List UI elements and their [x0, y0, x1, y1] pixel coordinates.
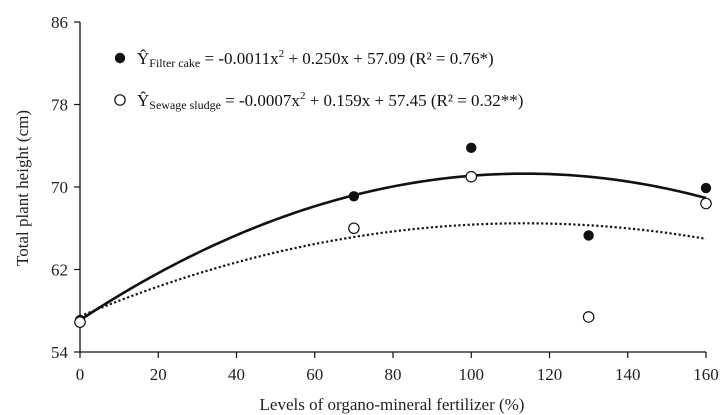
x-tick-label: 80	[385, 365, 402, 384]
point-filter-cake	[700, 182, 712, 194]
point-sewage-sludge	[74, 316, 86, 328]
legend-sup-sewage-sludge: 2	[300, 90, 306, 102]
x-tick-label: 60	[306, 365, 323, 384]
legend-label-sewage-sludge: ŶSewage sludge = -0.0007x2 + 0.159x + 57…	[137, 90, 523, 112]
legend-eq-pre-filter-cake: = -0.0011x	[200, 49, 279, 68]
legend-marker-sewage-sludge	[114, 94, 126, 106]
fit-curves	[79, 172, 707, 322]
legend-sup-filter-cake: 2	[279, 48, 285, 60]
x-tick-label: 100	[459, 365, 485, 384]
y-tick-label: 78	[51, 96, 68, 115]
chart-axes: 0 20 40 60 80 100 120 140 160 54 62 70 78 86	[51, 13, 719, 384]
point-filter-cake	[583, 230, 594, 241]
legend-sub-filter-cake: Filter cake	[149, 56, 200, 70]
x-tick-label: 40	[228, 365, 245, 384]
x-tick-label: 140	[615, 365, 641, 384]
legend: ŶFilter cake = -0.0011x2 + 0.250x + 57.0…	[114, 48, 523, 112]
y-tick-label: 70	[51, 178, 68, 197]
legend-entry-sewage-sludge: ŶSewage sludge = -0.0007x2 + 0.159x + 57…	[114, 90, 523, 112]
legend-marker-filter-cake	[114, 52, 126, 64]
fit-curve-sewage-sludge	[79, 222, 707, 318]
legend-entry-filter-cake: ŶFilter cake = -0.0011x2 + 0.250x + 57.0…	[114, 48, 494, 70]
point-sewage-sludge	[348, 222, 360, 235]
x-tick-label: 120	[537, 365, 563, 384]
data-points	[74, 142, 712, 328]
legend-yhat-filter-cake: Ŷ	[137, 49, 149, 68]
y-tick-label: 54	[51, 343, 69, 362]
point-filter-cake	[348, 191, 360, 202]
x-axis-title: Levels of organo-mineral fertilizer (%)	[260, 395, 525, 414]
point-filter-cake	[466, 142, 477, 154]
x-tick-label: 20	[150, 365, 167, 384]
point-sewage-sludge	[582, 311, 595, 323]
y-tick-label: 62	[51, 261, 68, 280]
legend-eq-post-sewage-sludge: + 0.159x + 57.45 (R² = 0.32**)	[305, 91, 523, 110]
legend-sub-sewage-sludge: Sewage sludge	[149, 98, 221, 112]
fit-curve-filter-cake	[79, 172, 707, 322]
point-sewage-sludge	[465, 170, 478, 183]
point-sewage-sludge	[700, 197, 712, 210]
x-tick-label: 160	[693, 365, 719, 384]
legend-eq-post-filter-cake: + 0.250x + 57.09 (R² = 0.76*)	[284, 49, 494, 68]
legend-yhat-sewage-sludge: Ŷ	[137, 91, 149, 110]
legend-label-filter-cake: ŶFilter cake = -0.0011x2 + 0.250x + 57.0…	[137, 48, 494, 70]
x-tick-label: 0	[76, 365, 85, 384]
y-tick-label: 86	[51, 13, 68, 32]
legend-eq-pre-sewage-sludge: = -0.0007x	[221, 91, 300, 110]
y-axis-title: Total plant height (cm)	[13, 110, 32, 266]
